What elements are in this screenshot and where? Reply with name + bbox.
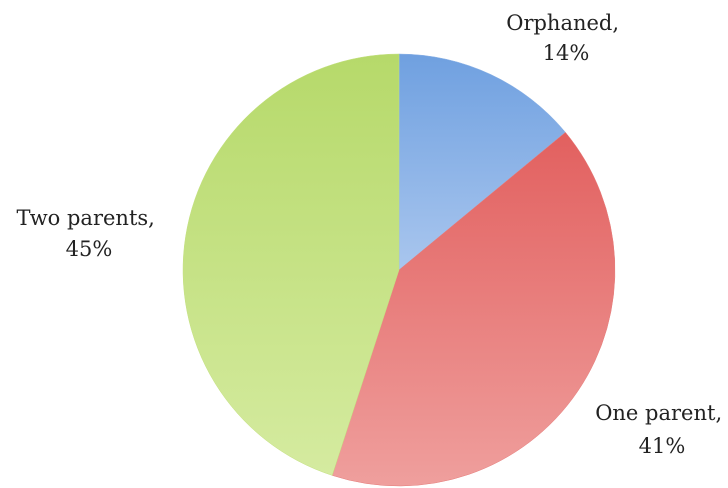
slice-label-two-parents: Two parents, 45% xyxy=(16,206,161,261)
pie-slices xyxy=(182,53,616,487)
pie-slice-two-parents xyxy=(182,53,400,476)
slice-label-name: Two parents xyxy=(16,206,148,230)
slice-label-percent: 14% xyxy=(543,41,590,65)
slice-label-name: One parent xyxy=(595,401,716,425)
pie-slice-one-parent xyxy=(331,131,616,487)
slice-label-comma: , xyxy=(715,401,722,425)
slice-label-comma: , xyxy=(612,11,619,35)
slice-label-orphaned: Orphaned, 14% xyxy=(506,11,626,65)
slice-label-name: Orphaned xyxy=(506,11,612,35)
pie-slice-orphaned xyxy=(398,53,566,271)
slice-label-one-parent: One parent, 41% xyxy=(595,401,728,458)
slice-label-percent: 41% xyxy=(639,434,686,458)
slice-label-comma: , xyxy=(148,206,155,230)
slice-label-percent: 45% xyxy=(66,237,113,261)
